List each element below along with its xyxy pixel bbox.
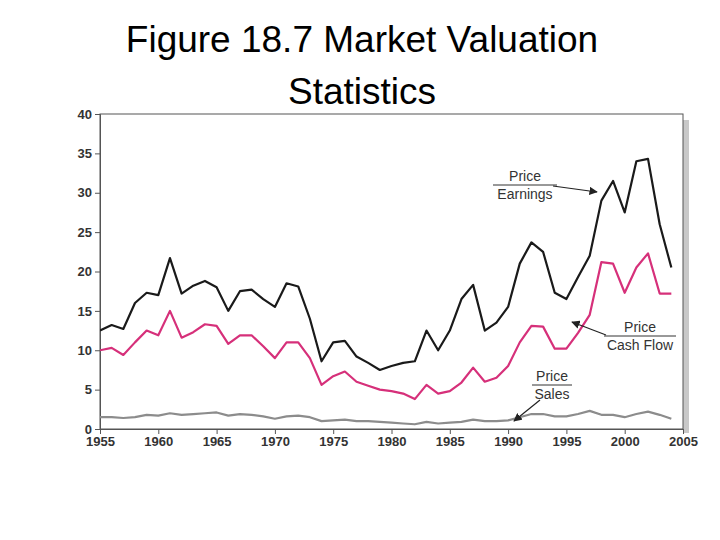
frame-shadow (683, 120, 689, 433)
y-tick-mark (95, 390, 100, 391)
annotation-text: Cash Flow (607, 337, 674, 353)
y-axis-line (95, 115, 101, 430)
y-tick-label: 10 (78, 343, 92, 358)
y-tick-mark (95, 311, 100, 312)
x-tick: 1995 (552, 429, 581, 449)
y-tick-mark (95, 350, 100, 351)
y-tick: 20 (78, 264, 100, 279)
y-tick-mark (95, 429, 100, 430)
x-tick: 1975 (319, 429, 348, 449)
series-line (100, 411, 671, 424)
y-tick: 0 (85, 422, 100, 437)
plot-frame (100, 114, 683, 429)
annotation: Price Sales (514, 368, 572, 421)
y-tick-mark (95, 272, 100, 273)
y-tick-mark (95, 193, 100, 194)
series-line (100, 253, 671, 399)
x-tick: 1980 (378, 429, 407, 449)
y-tick: 40 (78, 107, 100, 122)
x-tick-label: 2005 (669, 434, 698, 449)
y-tick: 15 (78, 304, 100, 319)
x-tick: 1965 (203, 429, 232, 449)
x-tick: 2005 (669, 429, 698, 449)
y-tick: 35 (78, 146, 100, 161)
y-tick-label: 30 (78, 185, 92, 200)
annotation-arrow (553, 186, 597, 192)
y-tick: 25 (78, 225, 100, 240)
y-tick: 10 (78, 343, 100, 358)
x-tick-label: 2000 (611, 434, 640, 449)
y-tick-label: 20 (78, 264, 92, 279)
x-tick-label: 1970 (261, 434, 290, 449)
series-line (100, 159, 671, 370)
x-tick-label: 1960 (144, 434, 173, 449)
y-tick-label: 5 (85, 382, 92, 397)
annotation-arrow (514, 400, 540, 421)
y-tick-mark (95, 232, 100, 233)
x-tick-label: 1995 (552, 434, 581, 449)
x-tick-label: 1990 (494, 434, 523, 449)
x-tick: 1985 (436, 429, 465, 449)
annotation-arrow (572, 322, 606, 335)
x-tick-label: 1965 (203, 434, 232, 449)
y-tick-label: 0 (85, 422, 92, 437)
y-tick-mark (95, 114, 100, 115)
y-axis: 0 5 10 15 20 25 30 35 40 (78, 107, 101, 437)
annotation-text: Earnings (497, 186, 552, 202)
x-axis: 1955196019651970197519801985199019952000… (86, 429, 698, 449)
annotations: Price Earnings Price Cash Flow Price Sales (493, 168, 676, 421)
y-tick: 5 (85, 382, 100, 397)
x-tick-label: 1985 (436, 434, 465, 449)
title-line: Figure 18.7 Market Valuation (126, 19, 598, 60)
y-tick-label: 40 (78, 107, 92, 122)
title-line: Statistics (288, 71, 436, 112)
y-tick-label: 35 (78, 146, 92, 161)
x-tick: 1990 (494, 429, 523, 449)
plot-area (100, 159, 671, 424)
x-tick: 1960 (144, 429, 173, 449)
x-tick-label: 1975 (319, 434, 348, 449)
annotation: Price Cash Flow (572, 319, 676, 353)
y-tick-label: 25 (78, 225, 92, 240)
background (0, 0, 720, 540)
x-tick: 2000 (611, 429, 640, 449)
y-tick: 30 (78, 185, 100, 200)
annotation: Price Earnings (493, 168, 597, 202)
annotation-text: Sales (534, 386, 569, 402)
title: Figure 18.7 Market Valuation Statistics (126, 19, 598, 112)
annotation-text: Price (509, 168, 541, 184)
y-tick-label: 15 (78, 304, 92, 319)
annotation-text: Price (536, 368, 568, 384)
annotation-text: Price (624, 319, 656, 335)
x-tick-label: 1980 (378, 434, 407, 449)
y-tick-mark (95, 153, 100, 154)
x-tick: 1970 (261, 429, 290, 449)
